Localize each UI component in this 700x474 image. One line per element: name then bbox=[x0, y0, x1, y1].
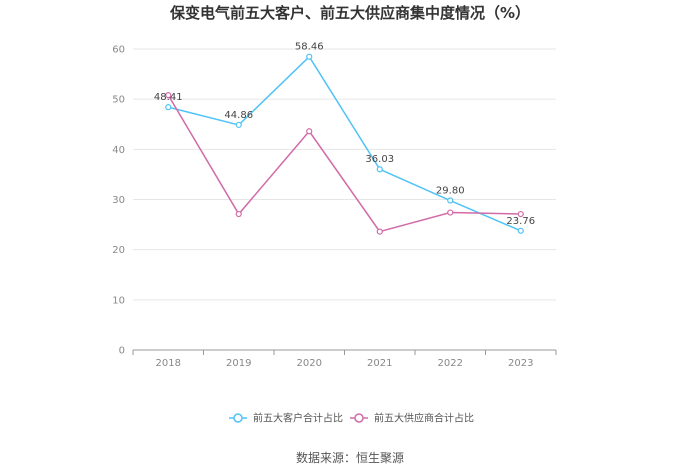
data-label: 29.80 bbox=[436, 186, 465, 197]
x-tick-label: 2018 bbox=[156, 358, 181, 369]
data-label: 44.86 bbox=[224, 110, 253, 121]
legend-item-1[interactable]: 前五大供应商合计占比 bbox=[350, 412, 474, 425]
data-label: 58.46 bbox=[295, 42, 324, 53]
y-tick-label: 20 bbox=[112, 245, 125, 256]
data-point[interactable] bbox=[306, 128, 313, 135]
data-point[interactable] bbox=[235, 210, 242, 218]
x-axis: 2018 2019 2020 2021 2022 2023 bbox=[132, 349, 557, 369]
legend[interactable]: 前五大客户合计占比 前五大供应商合计占比 bbox=[229, 412, 474, 425]
data-point[interactable] bbox=[376, 228, 383, 235]
y-tick-label: 60 bbox=[112, 45, 125, 56]
data-point[interactable] bbox=[165, 104, 172, 111]
data-point[interactable] bbox=[165, 92, 172, 99]
data-point[interactable] bbox=[447, 197, 454, 204]
data-point[interactable] bbox=[447, 209, 454, 216]
data-source: 数据来源：恒生聚源 bbox=[295, 451, 404, 465]
data-label: 23.76 bbox=[506, 216, 535, 227]
x-tick-label: 2019 bbox=[226, 358, 251, 369]
series-line-1 bbox=[167, 94, 521, 233]
y-tick-label: 0 bbox=[119, 346, 125, 357]
series-line-0 bbox=[168, 55, 522, 232]
y-tick-label: 30 bbox=[112, 195, 125, 206]
x-tick-label: 2022 bbox=[438, 358, 463, 369]
series-group bbox=[165, 53, 524, 235]
data-point[interactable] bbox=[306, 53, 313, 60]
chart-title: 保变电气前五大客户、前五大供应商集中度情况（%） bbox=[169, 4, 531, 22]
x-tick-label: 2021 bbox=[367, 358, 392, 369]
y-tick-label: 50 bbox=[112, 95, 125, 106]
data-point[interactable] bbox=[517, 210, 524, 218]
legend-item-0[interactable]: 前五大客户合计占比 bbox=[229, 412, 343, 425]
legend-marker bbox=[233, 413, 243, 423]
y-tick-label: 40 bbox=[112, 145, 125, 156]
data-point[interactable] bbox=[517, 227, 524, 234]
legend-marker bbox=[354, 413, 364, 423]
data-point[interactable] bbox=[235, 121, 242, 129]
y-tick-label: 10 bbox=[112, 295, 125, 306]
data-label: 48.41 bbox=[154, 92, 183, 103]
y-axis: 0 10 20 30 40 50 60 bbox=[112, 45, 125, 357]
data-labels: 48.41 44.86 58.46 36.03 29.80 23.76 bbox=[154, 42, 535, 227]
data-point[interactable] bbox=[376, 166, 383, 173]
grid-lines bbox=[133, 48, 556, 301]
legend-label: 前五大供应商合计占比 bbox=[374, 412, 474, 425]
legend-label: 前五大客户合计占比 bbox=[253, 412, 343, 425]
x-tick-label: 2023 bbox=[508, 358, 533, 369]
data-label: 36.03 bbox=[365, 154, 394, 165]
x-tick-label: 2020 bbox=[297, 358, 322, 369]
